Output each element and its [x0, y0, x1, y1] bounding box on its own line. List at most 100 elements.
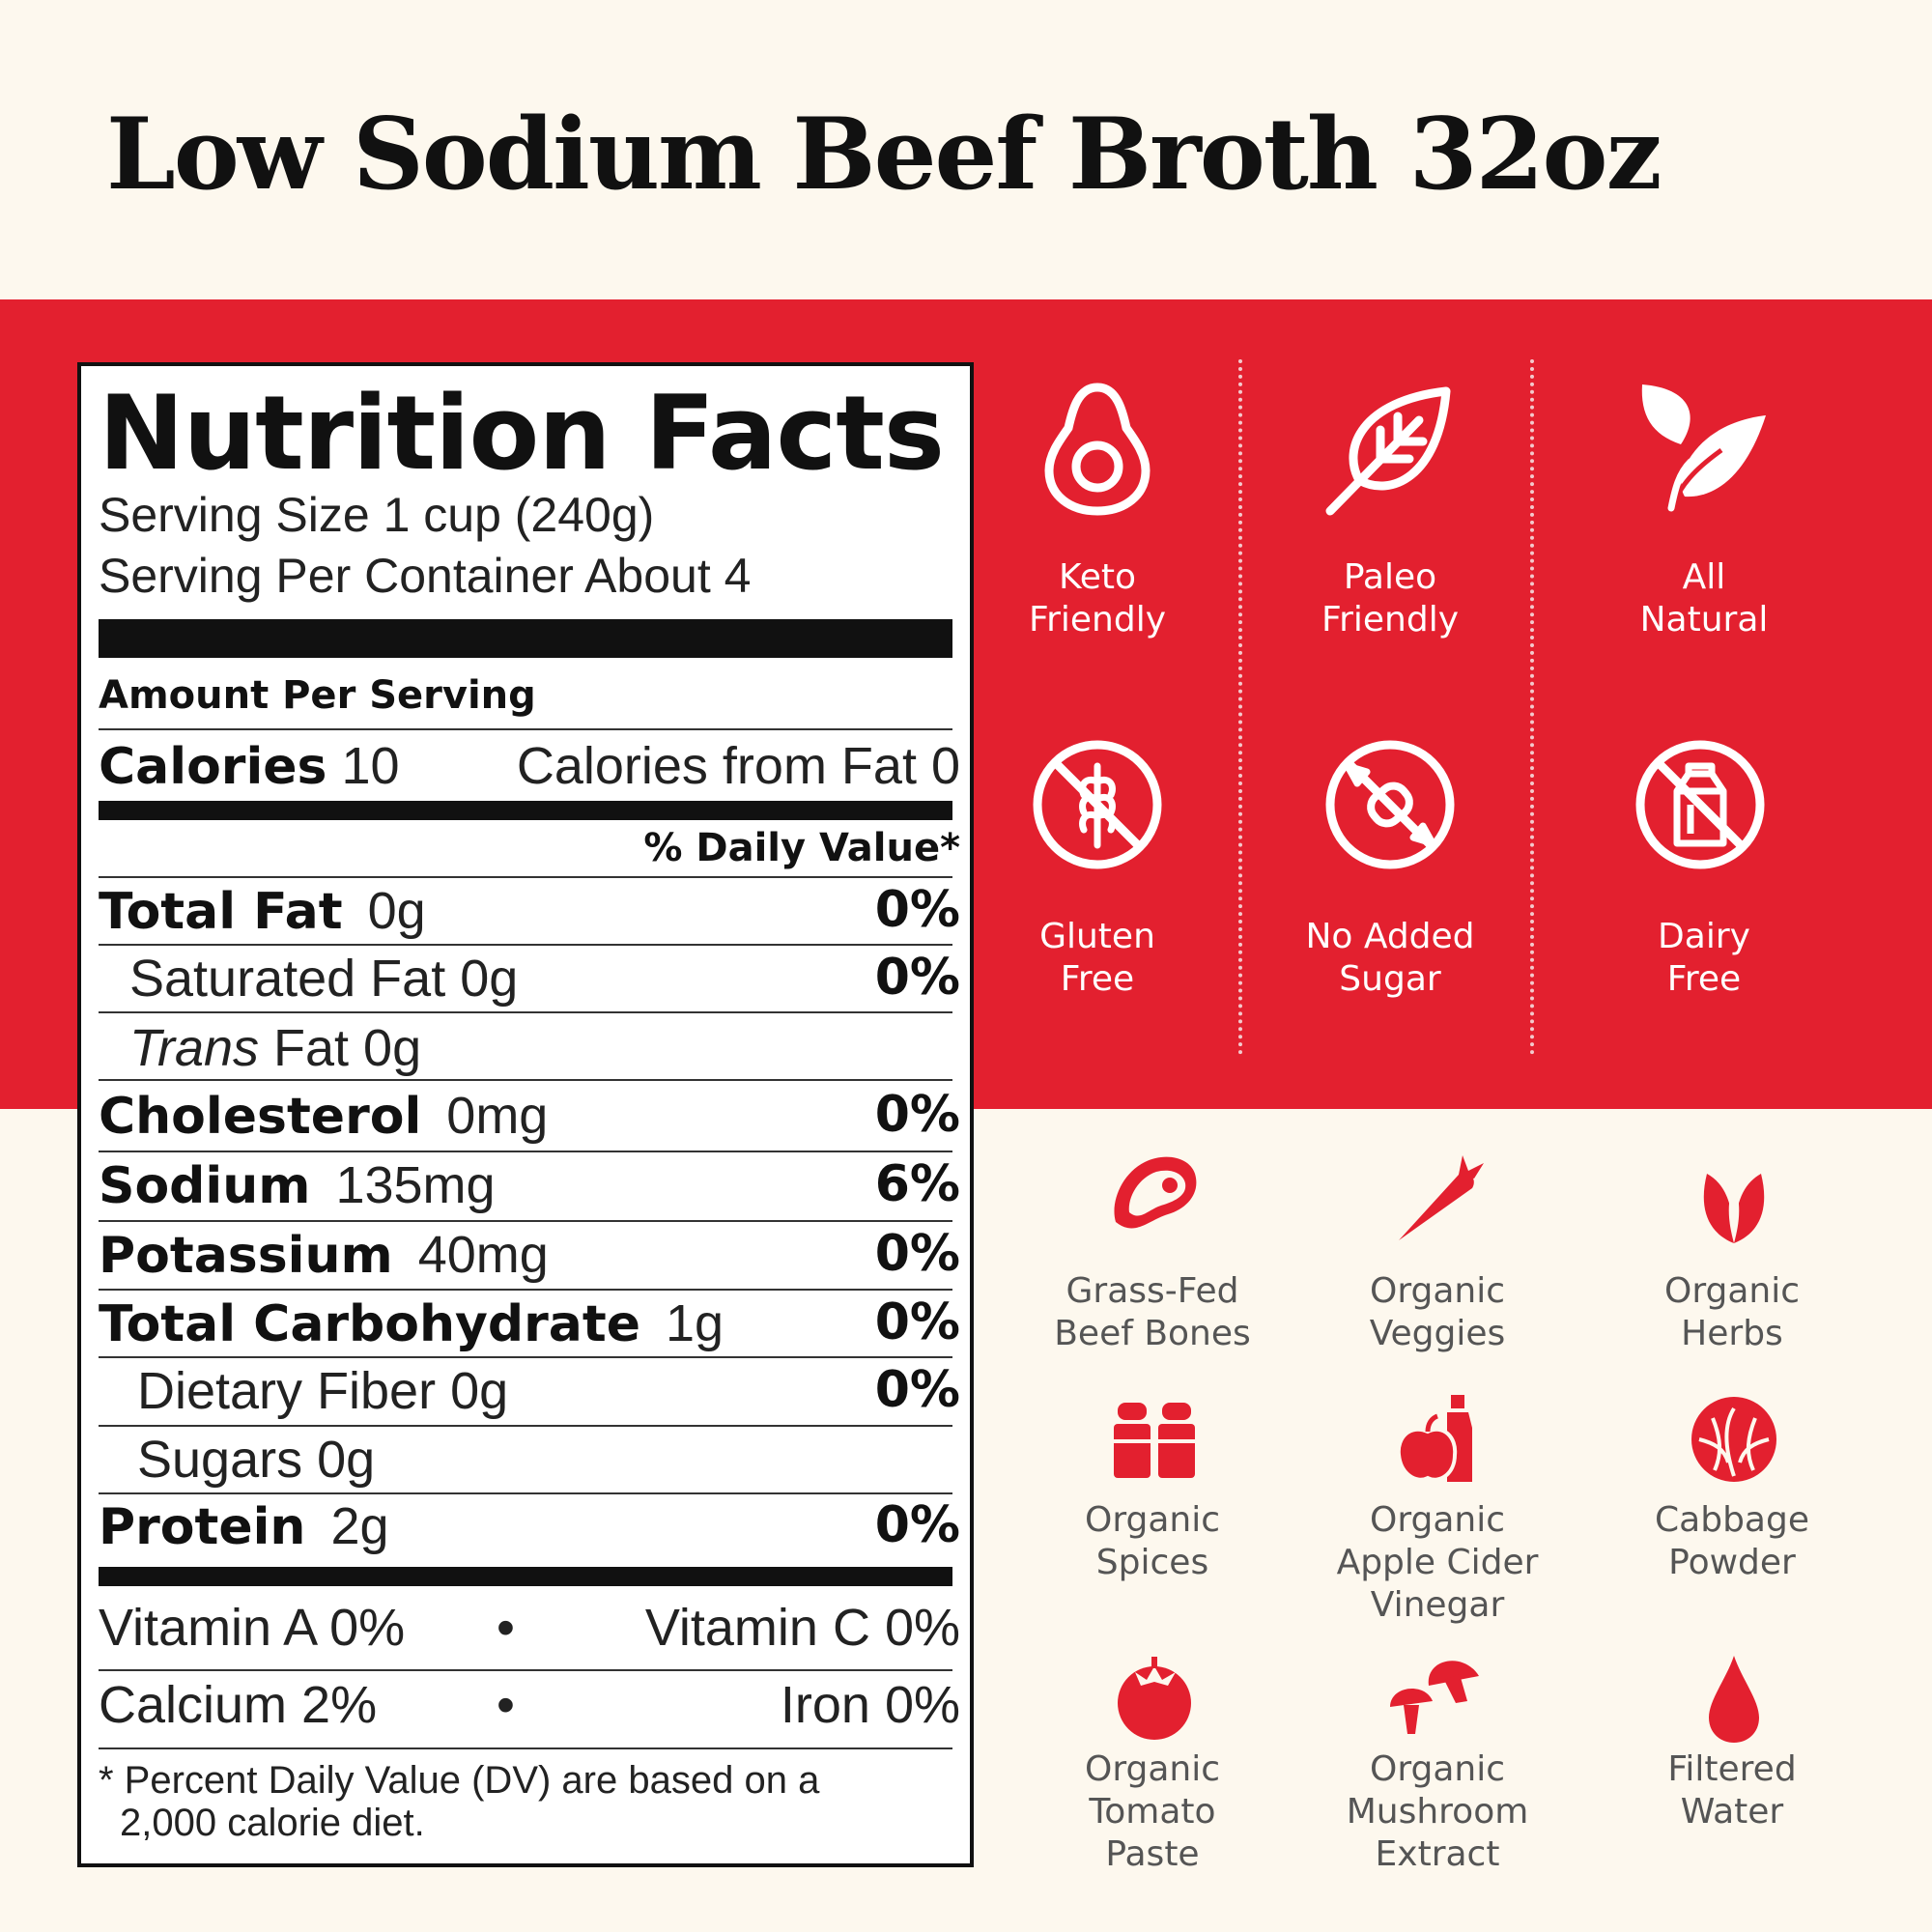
daily-value-header: % Daily Value*: [643, 826, 960, 870]
ingredient-label: Filtered Water: [1606, 1748, 1858, 1833]
herb-icon: [1703, 1174, 1765, 1243]
no-candy-icon: [1325, 740, 1455, 869]
divider: [99, 1356, 952, 1358]
ingredient-label-line: Mushroom: [1346, 1792, 1529, 1832]
nutrient-row: Dietary Fiber 0g 0%: [137, 1361, 960, 1421]
ingredient-label-line: Veggies: [1369, 1314, 1506, 1353]
nutrient-row: Total Fat 0g 0%: [99, 881, 960, 941]
tomato-icon: [1118, 1657, 1191, 1740]
water-drop-icon: [1709, 1656, 1759, 1743]
ingredient-label-line: Organic: [1663, 1271, 1801, 1311]
ingredient-label: Cabbage Powder: [1606, 1499, 1858, 1584]
nutrient-daily-value: 0%: [874, 881, 960, 939]
divider: [99, 728, 952, 730]
nutrient-daily-value: 0%: [874, 949, 960, 1007]
ingredient-label: Organic Apple Cider Vinegar: [1312, 1499, 1563, 1627]
ingredient-label-line: Organic: [1369, 1500, 1506, 1540]
ingredient-label-line: Apple Cider: [1336, 1543, 1539, 1582]
divider: [99, 1220, 952, 1222]
nutrient-row: Protein 2g 0%: [99, 1496, 960, 1556]
ingredient-label-line: Tomato: [1089, 1792, 1216, 1832]
calories-label: Calories: [99, 738, 327, 796]
ingredient-label: Organic Tomato Paste: [1027, 1748, 1278, 1876]
mushroom-icon: [1390, 1661, 1479, 1734]
nutrient-label: Dietary Fiber 0g: [137, 1362, 509, 1420]
nutrient-label: Potassium: [99, 1227, 393, 1285]
divider: [99, 1492, 952, 1494]
nutrient-amount: 40mg: [417, 1226, 549, 1284]
ingredient-label: Organic Spices: [1027, 1499, 1278, 1584]
nutrient-amount: 1g: [666, 1294, 724, 1352]
badge-all-natural: All Natural: [1639, 557, 1769, 639]
bullet: •: [497, 1676, 515, 1734]
badge-paleo-friendly: Paleo Friendly: [1321, 557, 1459, 639]
divider: [99, 944, 952, 946]
ingredient-label-line: Organic: [1369, 1749, 1506, 1789]
medium-divider: [99, 1567, 952, 1586]
calories-from-fat: Calories from Fat 0: [516, 737, 960, 795]
nutrient-label: Protein: [99, 1498, 306, 1556]
nutrient-amount: 135mg: [335, 1156, 496, 1214]
divider: [99, 1289, 952, 1291]
ingredient-label-line: Spices: [1095, 1543, 1209, 1582]
nutrient-label: Sodium: [99, 1157, 311, 1215]
ingredient-label-line: Beef Bones: [1054, 1314, 1251, 1353]
nutrient-row: Total Carbohydrate 1g 0%: [99, 1293, 960, 1353]
vitamin-a: Vitamin A 0%: [99, 1599, 406, 1657]
nutrition-facts-label: Nutrition Facts Serving Size 1 cup (240g…: [77, 362, 974, 1867]
nutrient-label: Saturated Fat 0g: [129, 950, 519, 1008]
ingredient-label: Organic Veggies: [1312, 1270, 1563, 1355]
nutrient-amount: 0g: [367, 882, 426, 940]
divider: [99, 876, 952, 878]
footnote-line-2: 2,000 calorie diet.: [120, 1802, 425, 1844]
nutrient-label: Cholesterol: [99, 1088, 422, 1146]
dotted-separator: [1530, 359, 1534, 1055]
nutrient-amount: 2g: [330, 1497, 389, 1555]
serving-size: Serving Size 1 cup (240g): [99, 488, 655, 542]
no-wheat-icon: [1033, 740, 1162, 869]
nutrient-row: Cholesterol 0mg 0%: [99, 1086, 960, 1146]
badge-dairy-free: Dairy Free: [1658, 917, 1750, 999]
nutrient-label: Sugars 0g: [137, 1431, 376, 1489]
nutrient-row: Sodium 135mg 6%: [99, 1155, 960, 1215]
medium-divider: [99, 801, 952, 820]
ingredient-label-line: Powder: [1668, 1543, 1796, 1582]
divider: [99, 1011, 952, 1013]
calcium: Calcium 2%: [99, 1676, 378, 1734]
badge-gluten-free: Gluten Free: [1039, 917, 1155, 999]
divider: [99, 1079, 952, 1081]
badge-keto-friendly: Keto Friendly: [1028, 557, 1166, 639]
steak-icon: [1114, 1156, 1197, 1229]
nutrient-daily-value: 6%: [874, 1155, 960, 1213]
nutrient-daily-value: 0%: [874, 1225, 960, 1283]
leaves-icon: [1641, 384, 1766, 512]
ingredient-label-line: Filtered: [1667, 1749, 1797, 1789]
ingredient-label: Grass-Fed Beef Bones: [1027, 1270, 1278, 1355]
nutrient-daily-value: 0%: [874, 1293, 960, 1351]
ingredient-label-line: Organic: [1084, 1500, 1221, 1540]
footnote-line-1: * Percent Daily Value (DV) are based on …: [99, 1759, 820, 1802]
thick-divider: [99, 619, 952, 658]
leaf-icon: [1325, 386, 1451, 516]
badge-no-added-sugar: No Added Sugar: [1305, 917, 1475, 999]
cabbage-icon: [1691, 1397, 1776, 1482]
ingredient-label: Organic Mushroom Extract: [1312, 1748, 1563, 1876]
ingredient-label: Organic Herbs: [1606, 1270, 1858, 1355]
no-milk-icon: [1635, 740, 1765, 869]
nutrient-daily-value: 0%: [874, 1086, 960, 1144]
avocado-icon: [1044, 383, 1151, 516]
divider: [99, 1425, 952, 1427]
divider: [99, 1151, 952, 1152]
ingredient-label-line: Cabbage: [1655, 1500, 1809, 1540]
ingredient-label-line: Organic: [1369, 1271, 1506, 1311]
bullet: •: [497, 1599, 515, 1657]
nutrient-amount: 0mg: [446, 1087, 549, 1145]
calories-row: Calories 10 Calories from Fat 0: [99, 736, 960, 796]
nutrient-row: Sugars 0g: [137, 1430, 960, 1490]
nutrient-daily-value: 0%: [874, 1361, 960, 1419]
iron: Iron 0%: [780, 1676, 960, 1734]
ingredient-label-line: Paste: [1105, 1834, 1200, 1874]
nutrient-daily-value: 0%: [874, 1496, 960, 1554]
servings-per-container: Serving Per Container About 4: [99, 549, 752, 603]
divider: [99, 1747, 952, 1749]
